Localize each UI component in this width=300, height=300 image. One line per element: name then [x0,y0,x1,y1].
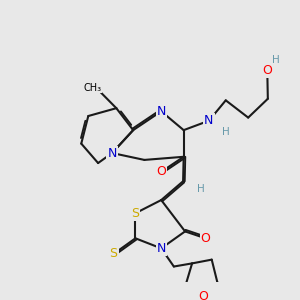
Text: O: O [156,165,166,178]
Text: N: N [204,114,214,127]
Text: S: S [131,207,140,220]
Text: CH₃: CH₃ [83,82,101,93]
Text: N: N [157,242,166,255]
Text: N: N [107,146,117,160]
Text: S: S [110,248,118,260]
Text: O: O [198,290,208,300]
Text: H: H [272,55,280,64]
Text: N: N [157,105,166,118]
Text: O: O [262,64,272,77]
Text: H: H [222,127,230,137]
Text: O: O [201,232,211,245]
Text: H: H [196,184,204,194]
